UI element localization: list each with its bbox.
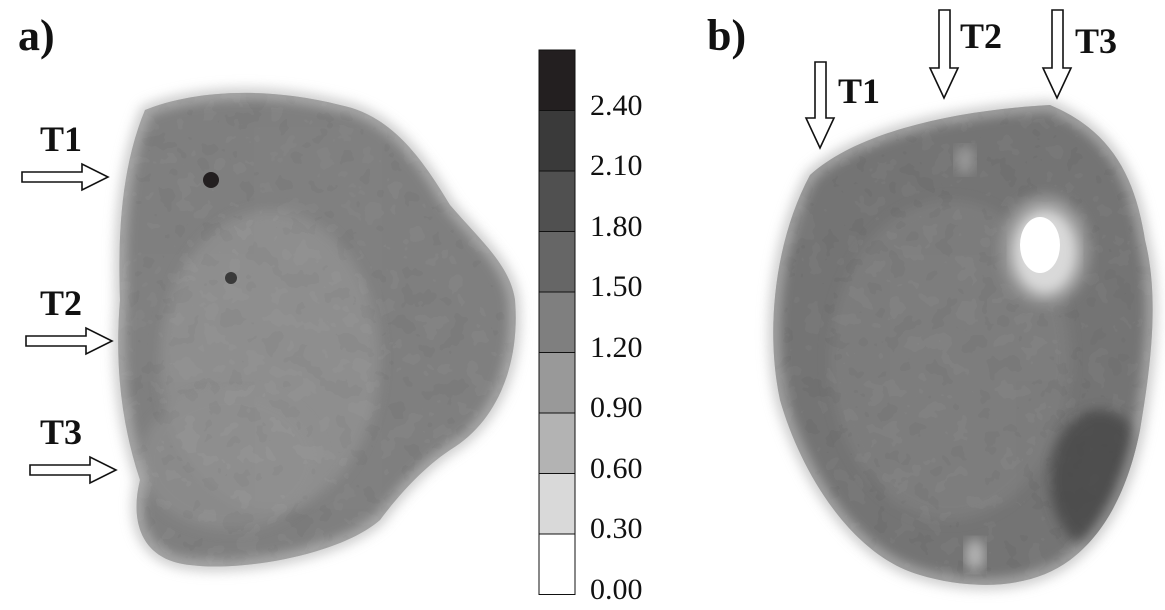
dark-spot [203,172,219,188]
colorbar-segment [539,353,575,414]
arrow-label-a-t2: T2 [40,282,82,324]
colorbar-segment [539,171,575,232]
panel-label-b: b) [707,10,746,61]
arrow-b-t3 [1043,10,1071,98]
arrow-label-a-t1: T1 [40,118,82,160]
colorbar-tick-label: 0.30 [590,512,643,546]
colorbar-tick-label: 0.60 [590,452,643,486]
colorbar-segment [539,534,575,595]
colorbar-tick-label: 1.50 [590,270,643,304]
arrow-label-b-t2: T2 [960,15,1002,57]
colorbar-tick-label: 1.20 [590,331,643,365]
arrow-label-a-t3: T3 [40,411,82,453]
cross-section-a [110,80,530,580]
panel-label-a: a) [18,10,55,61]
colorbar-tick-label: 2.40 [590,89,643,123]
dark-spot [225,272,237,284]
colorbar-segment [539,50,575,111]
arrow-b-t1 [806,62,834,148]
arrow-a-t1 [22,164,108,190]
colorbar-tick-label: 2.10 [590,149,643,183]
colorbar [539,50,575,595]
colorbar-tick-label: 1.80 [590,210,643,244]
arrow-b-t2 [930,10,958,98]
arrow-label-b-t3: T3 [1075,20,1117,62]
arrow-a-t3 [30,457,116,483]
colorbar-segment [539,413,575,474]
colorbar-tick-label: 0.90 [590,391,643,425]
cross-section-b [760,95,1160,605]
arrow-label-b-t1: T1 [838,70,880,112]
colorbar-segment [539,292,575,353]
colorbar-segment [539,474,575,535]
colorbar-segment [539,232,575,293]
arrow-a-t2 [26,328,112,354]
colorbar-tick-label: 0.00 [590,573,643,607]
colorbar-segment [539,111,575,172]
